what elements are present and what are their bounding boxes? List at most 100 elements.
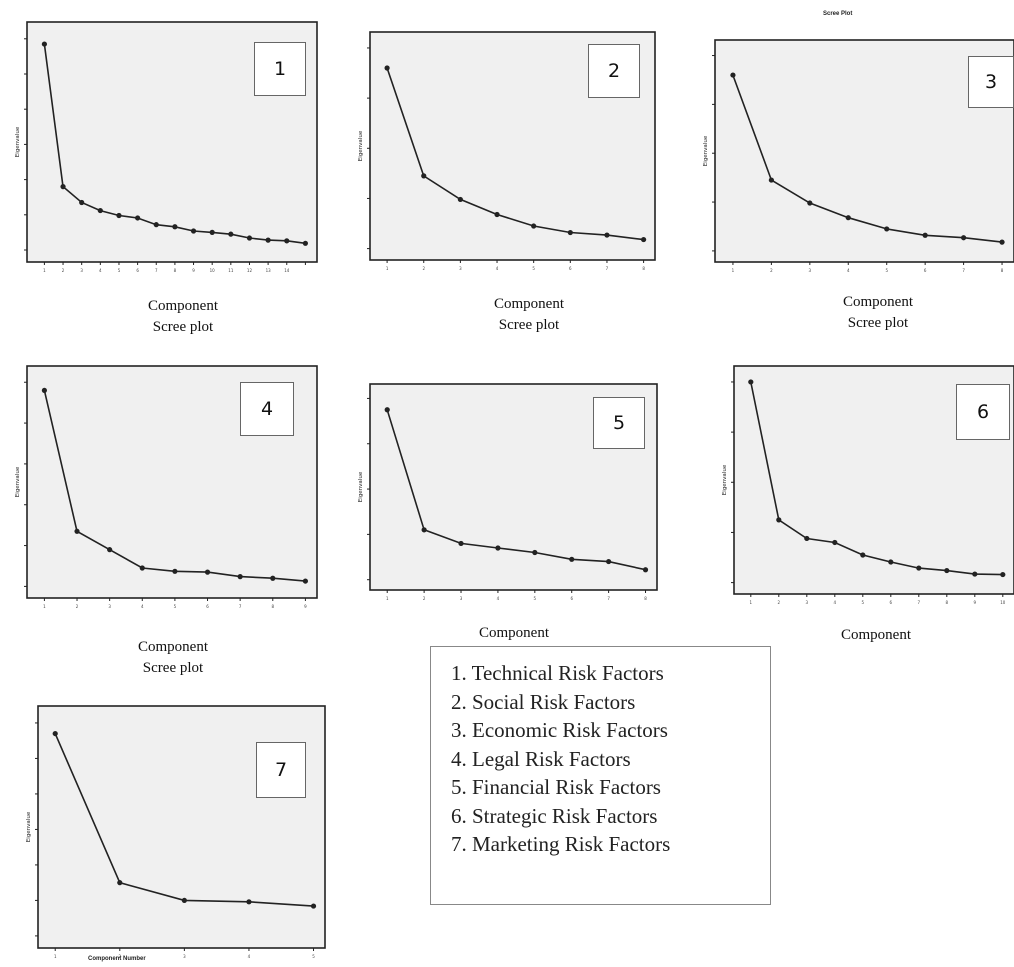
x-tick-label: 8 bbox=[174, 268, 177, 273]
scree-plot-3: 1 2 3 4 5 6 7 8 Eigenvalue bbox=[699, 36, 1014, 276]
x-tick-label: 3 bbox=[80, 268, 83, 273]
data-point bbox=[916, 565, 922, 571]
data-point bbox=[804, 535, 810, 542]
data-point bbox=[79, 199, 85, 206]
x-tick-label: 6 bbox=[136, 268, 139, 273]
legend-item-1: 1. Technical Risk Factors bbox=[451, 661, 664, 685]
x-tick-label: 5 bbox=[862, 600, 865, 605]
data-point bbox=[888, 559, 894, 565]
scree-plot-7-svg: 1 2 3 4 5 Eigenvalue bbox=[26, 705, 326, 959]
data-point bbox=[494, 211, 500, 218]
caption-3-line-1: Component bbox=[843, 294, 913, 310]
x-tick-label: 5 bbox=[532, 266, 535, 271]
x-tick-label: 1 bbox=[750, 600, 753, 605]
x-tick-label: 7 bbox=[962, 268, 965, 273]
x-tick-label: 12 bbox=[247, 268, 253, 273]
x-tick-label: 9 bbox=[974, 600, 977, 605]
x-tick-label: 3 bbox=[806, 600, 809, 605]
x-tick-label: 2 bbox=[422, 266, 425, 271]
data-point bbox=[807, 200, 813, 206]
x-tick-label: 5 bbox=[885, 268, 888, 273]
data-point bbox=[74, 528, 80, 534]
x-tick-label: 8 bbox=[642, 266, 645, 271]
caption-1-line-2: Scree plot bbox=[152, 319, 214, 335]
caption-1: Component Scree plot bbox=[118, 296, 248, 338]
data-point bbox=[776, 517, 782, 523]
data-point bbox=[384, 65, 390, 71]
x-tick-label: 6 bbox=[924, 268, 927, 273]
x-tick-label: 4 bbox=[141, 604, 144, 609]
x-tick-label: 11 bbox=[228, 268, 234, 273]
legend-item-4: 4. Legal Risk Factors bbox=[451, 746, 631, 771]
plot-number-badge: 6 bbox=[956, 384, 1010, 440]
y-axis-label: Eigenvalue bbox=[358, 471, 364, 502]
caption-3: Component Scree plot bbox=[813, 292, 943, 334]
data-point bbox=[748, 379, 754, 385]
data-point bbox=[384, 407, 390, 413]
data-point bbox=[246, 899, 252, 905]
x-tick-label: 5 bbox=[534, 596, 537, 601]
legend-item-6: 6. Strategic Risk Factors bbox=[451, 803, 658, 828]
caption-3-line-2: Scree plot bbox=[847, 315, 909, 331]
scree-plot-title: Scree Plot bbox=[823, 11, 853, 17]
x-tick-label: 8 bbox=[1001, 268, 1004, 273]
legend-item-2: 2. Social Risk Factors bbox=[451, 689, 636, 714]
x-tick-label: 14 bbox=[284, 268, 290, 273]
x-tick-label: 4 bbox=[847, 268, 850, 273]
legend-item-5: 5. Financial Risk Factors bbox=[451, 775, 661, 799]
x-tick-label: 1 bbox=[732, 268, 735, 273]
plot-number-badge: 4 bbox=[240, 382, 294, 436]
component-number-label: Component Number bbox=[88, 956, 146, 962]
x-tick-label: 3 bbox=[460, 596, 463, 601]
caption-1-line-1: Component bbox=[148, 298, 218, 314]
data-point bbox=[117, 880, 123, 886]
x-tick-label: 6 bbox=[569, 266, 572, 271]
data-point bbox=[884, 226, 890, 232]
x-tick-label: 9 bbox=[304, 604, 307, 609]
x-tick-label: 4 bbox=[99, 268, 102, 273]
data-point bbox=[922, 232, 928, 238]
x-tick-label: 4 bbox=[497, 596, 500, 601]
x-tick-label: 2 bbox=[770, 268, 773, 273]
plot-number-badge: 2 bbox=[588, 44, 640, 98]
data-point bbox=[960, 235, 967, 241]
series-line bbox=[386, 409, 646, 571]
x-tick-label: 1 bbox=[386, 596, 389, 601]
data-point bbox=[270, 575, 276, 581]
plot-number-badge: 3 bbox=[968, 56, 1014, 108]
x-tick-label: 8 bbox=[644, 596, 647, 601]
data-point bbox=[606, 558, 612, 565]
data-point bbox=[1000, 571, 1006, 578]
y-axis-label: Eigenvalue bbox=[26, 811, 32, 842]
x-tick-label: 9 bbox=[192, 268, 195, 273]
caption-2-line-1: Component bbox=[494, 296, 564, 312]
data-point bbox=[532, 549, 538, 556]
caption-6-line-1: Component bbox=[841, 627, 911, 643]
data-point bbox=[246, 235, 253, 241]
caption-4: Component Scree plot bbox=[108, 637, 238, 679]
x-tick-label: 7 bbox=[155, 268, 158, 273]
legend-item-3: 3. Economic Risk Factors bbox=[451, 718, 668, 742]
plot-number-badge: 5 bbox=[593, 397, 645, 449]
data-point bbox=[265, 237, 271, 243]
y-axis-label: Eigenvalue bbox=[358, 130, 364, 161]
data-point bbox=[107, 547, 113, 553]
data-point bbox=[604, 232, 610, 238]
data-point bbox=[944, 567, 950, 574]
y-axis-label: Eigenvalue bbox=[15, 126, 21, 157]
plot-number-badge: 1 bbox=[254, 42, 306, 96]
x-tick-label: 3 bbox=[108, 604, 111, 609]
x-tick-label: 13 bbox=[266, 268, 272, 273]
x-tick-label: 8 bbox=[272, 604, 275, 609]
caption-5: Component bbox=[449, 623, 579, 644]
x-tick-label: 5 bbox=[118, 268, 121, 273]
caption-5-line-1: Component bbox=[479, 625, 549, 641]
x-tick-label: 3 bbox=[459, 266, 462, 271]
x-tick-label: 4 bbox=[834, 600, 837, 605]
x-tick-label: 7 bbox=[918, 600, 921, 605]
data-point bbox=[204, 569, 211, 575]
data-point bbox=[41, 387, 47, 394]
x-tick-label: 2 bbox=[76, 604, 79, 609]
data-point bbox=[181, 897, 187, 904]
x-tick-label: 1 bbox=[386, 266, 389, 271]
